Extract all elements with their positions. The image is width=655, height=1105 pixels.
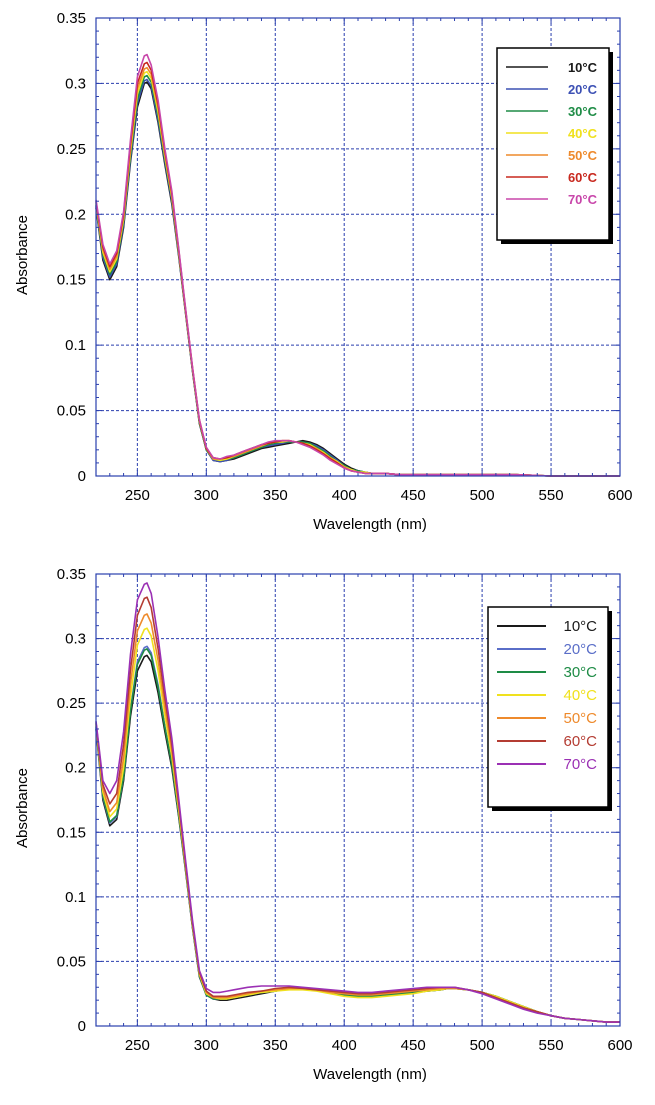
legend-label: 20°C — [568, 82, 598, 97]
top-legend: 10°C 20°C 30°C 40°C 50°C 60°C 70°C — [496, 47, 613, 244]
legend-label: 20°C — [563, 641, 597, 658]
x-tick-label: 450 — [401, 487, 426, 504]
top-series-group — [95, 53, 620, 477]
legend-box — [487, 606, 609, 808]
y-tick-label: 0.05 — [57, 403, 86, 420]
x-tick-label: 450 — [401, 1037, 426, 1054]
series-line-60c — [95, 596, 620, 1023]
legend-label: 50°C — [563, 710, 597, 727]
legend-label: 50°C — [568, 148, 598, 163]
legend-label: 40°C — [563, 687, 597, 704]
y-tick-label: 0.35 — [57, 10, 86, 27]
y-axis-label: Absorbance — [14, 215, 31, 295]
x-tick-label: 250 — [125, 487, 150, 504]
legend-label: 70°C — [568, 192, 598, 207]
series-line-40c — [95, 627, 620, 1023]
legend-label: 10°C — [563, 618, 597, 635]
y-tick-label: 0.15 — [57, 272, 86, 289]
x-tick-label: 250 — [125, 1037, 150, 1054]
y-tick-label: 0 — [78, 1018, 86, 1035]
x-tick-label: 400 — [332, 487, 357, 504]
y-tick-label: 0.35 — [57, 566, 86, 583]
y-tick-label: 0.1 — [65, 337, 86, 354]
x-axis-label: Wavelength (nm) — [313, 516, 427, 533]
x-tick-label: 600 — [607, 1037, 632, 1054]
x-tick-label: 550 — [539, 487, 564, 504]
y-tick-label: 0.2 — [65, 760, 86, 777]
legend-label: 30°C — [568, 104, 598, 119]
legend-label: 40°C — [568, 126, 598, 141]
legend-label: 70°C — [563, 756, 597, 773]
chart-top-svg: 250 300 350 400 450 500 550 600 0 0.05 0.1 0.15 0.2 0… — [14, 10, 633, 533]
legend-label: 10°C — [568, 60, 598, 75]
chart-top: 250 300 350 400 450 500 550 600 0 0.05 0.1 0.15 0.2 0… — [0, 0, 655, 552]
y-tick-label: 0.1 — [65, 889, 86, 906]
bottom-series-group — [95, 582, 620, 1023]
legend-label: 30°C — [563, 664, 597, 681]
top-tick-marks — [95, 17, 621, 477]
x-tick-label: 600 — [607, 487, 632, 504]
legend-box — [496, 47, 610, 241]
y-axis-label: Absorbance — [14, 768, 31, 848]
y-tick-label: 0 — [78, 468, 86, 485]
y-tick-label: 0.05 — [57, 953, 86, 970]
y-tick-label: 0.25 — [57, 695, 86, 712]
legend-label: 60°C — [568, 170, 598, 185]
x-axis-label: Wavelength (nm) — [313, 1066, 427, 1083]
x-tick-label: 350 — [263, 1037, 288, 1054]
x-tick-label: 350 — [263, 487, 288, 504]
x-tick-label: 300 — [194, 487, 219, 504]
x-tick-label: 550 — [539, 1037, 564, 1054]
y-tick-label: 0.2 — [65, 206, 86, 223]
y-tick-label: 0.3 — [65, 631, 86, 648]
series-line-70c — [95, 582, 620, 1023]
x-tick-label: 400 — [332, 1037, 357, 1054]
x-tick-label: 500 — [470, 1037, 495, 1054]
y-tick-label: 0.25 — [57, 141, 86, 158]
x-tick-label: 300 — [194, 1037, 219, 1054]
x-tick-label: 500 — [470, 487, 495, 504]
chart-bottom: 250 300 350 400 450 500 550 600 0 0.05 0.1 0.15 0.2 0… — [0, 552, 655, 1104]
series-line-70c — [95, 53, 620, 477]
y-tick-label: 0.3 — [65, 75, 86, 92]
chart-bottom-svg: 250 300 350 400 450 500 550 600 0 0.05 0.1 0.15 0.2 0… — [14, 566, 633, 1083]
legend-label: 60°C — [563, 733, 597, 750]
bottom-tick-marks — [95, 573, 621, 1027]
y-tick-label: 0.15 — [57, 824, 86, 841]
bottom-legend: 10°C 20°C 30°C 40°C 50°C 60°C 70°C — [487, 606, 612, 811]
